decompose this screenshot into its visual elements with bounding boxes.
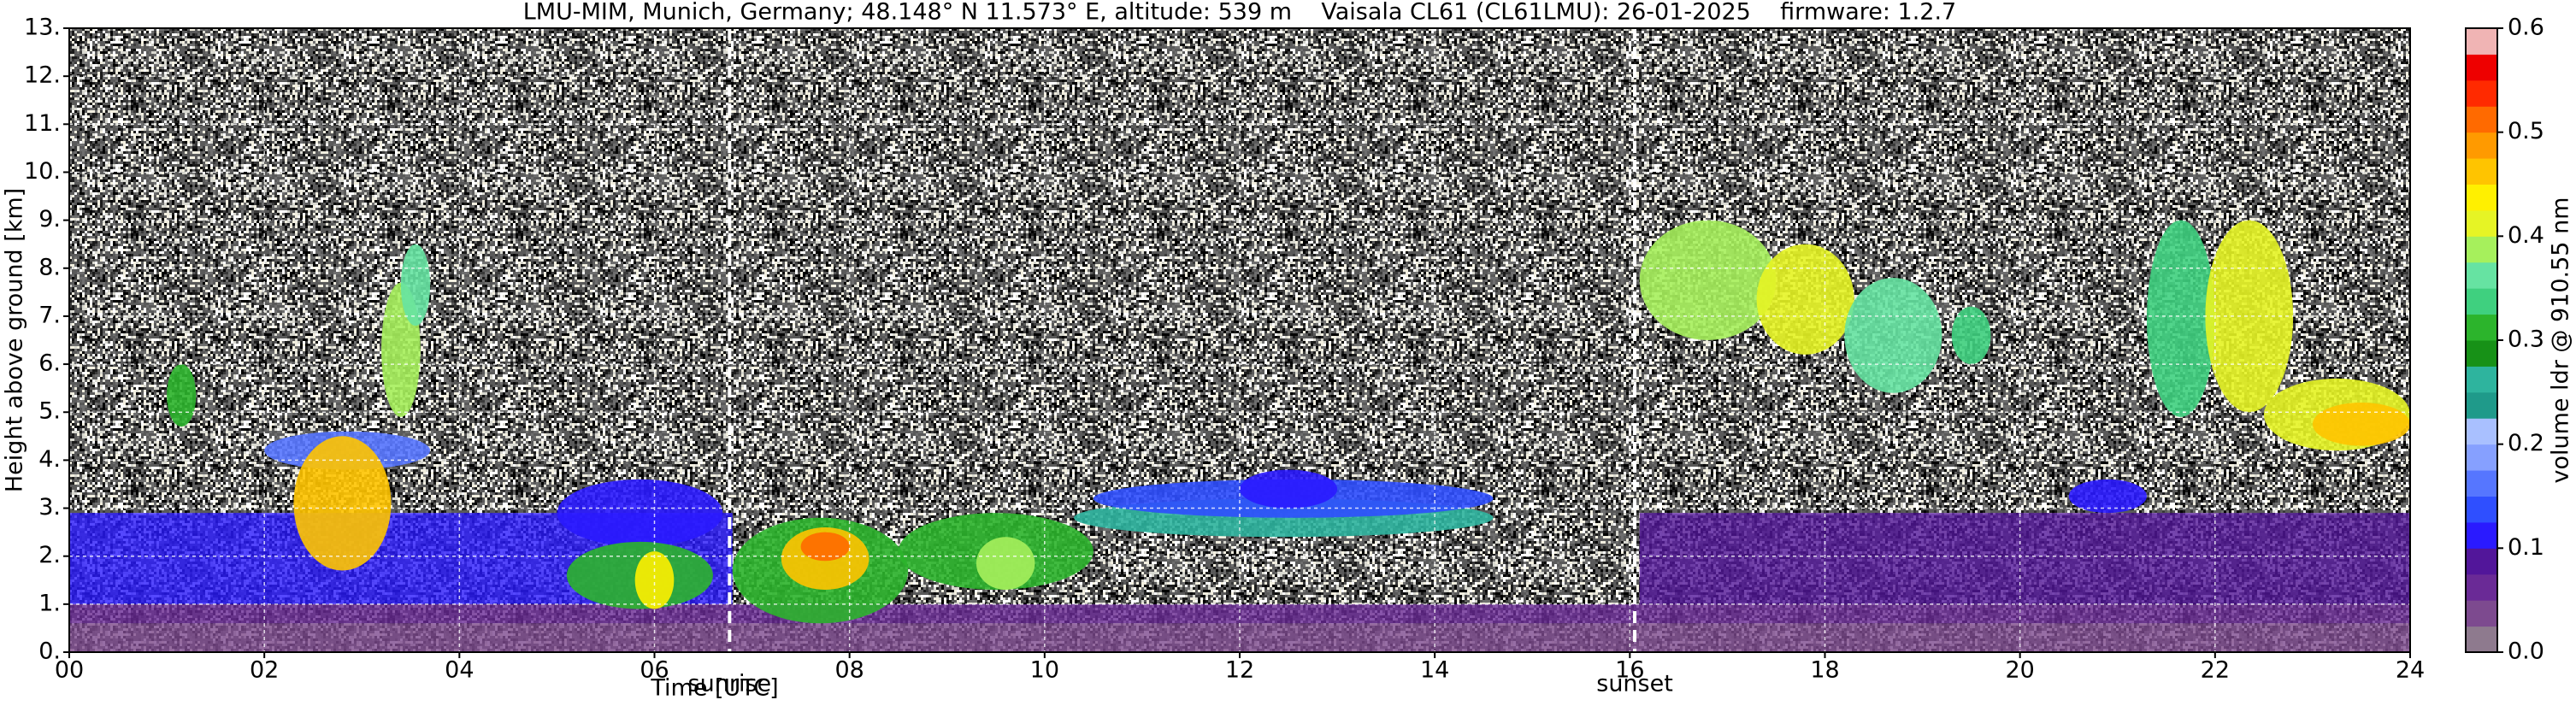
x-tick-label: 20 — [2005, 657, 2034, 684]
x-tick-label: 04 — [445, 657, 474, 684]
colorbar-bin — [2466, 28, 2497, 55]
marker-label: sunrise — [688, 671, 772, 697]
colorbar-bin — [2466, 496, 2497, 523]
x-tick-label: 14 — [1420, 657, 1449, 684]
y-tick-label: 2. — [38, 542, 61, 568]
colorbar-bin — [2466, 444, 2497, 471]
colorbar-bin — [2466, 54, 2497, 81]
colorbar-bin — [2466, 366, 2497, 393]
heatmap-region — [400, 244, 431, 327]
heatmap-region — [2146, 220, 2215, 417]
x-tick-label: 02 — [250, 657, 279, 684]
x-axis-label: Time [UTC] — [650, 675, 778, 702]
colorbar-bin — [2466, 548, 2497, 575]
colorbar-tick-label: 0.1 — [2508, 534, 2544, 561]
colorbar-bin — [2466, 288, 2497, 315]
plot-frame — [68, 27, 2411, 653]
colorbar-bin — [2466, 158, 2497, 185]
colorbar-bin — [2466, 470, 2497, 497]
x-tick-label: 06 — [640, 657, 669, 684]
colorbar-tick-label: 0.5 — [2508, 118, 2544, 144]
colorbar-bin — [2466, 574, 2497, 601]
colorbar-bin — [2466, 391, 2497, 419]
heatmap-region — [167, 364, 197, 427]
x-tick-label: 00 — [55, 657, 84, 684]
heatmap-region — [1951, 306, 1991, 365]
colorbar-tick-label: 0.3 — [2508, 327, 2544, 353]
colorbar-bin — [2466, 314, 2497, 341]
y-tick-label: 0. — [38, 638, 61, 665]
colorbar-bin — [2466, 340, 2497, 367]
colorbar-bin — [2466, 106, 2497, 133]
heatmap-region — [800, 532, 850, 562]
heatmap-region — [1639, 220, 1777, 340]
colorbar-bin — [2466, 79, 2497, 107]
y-tick-label: 10. — [24, 158, 61, 185]
heatmap-region — [293, 436, 392, 571]
heatmap-region — [2205, 220, 2294, 413]
colorbar-tick-label: 0.2 — [2508, 430, 2544, 456]
heatmap-region — [1639, 513, 2410, 604]
heatmap-region — [634, 551, 675, 609]
chart-title: LMU-MIM, Munich, Germany; 48.148° N 11.5… — [523, 0, 1957, 26]
heatmap-region — [1844, 278, 1942, 393]
heatmap-region — [2312, 403, 2410, 446]
colorbar-bin — [2466, 262, 2497, 289]
heatmap-region — [1756, 244, 1854, 355]
x-tick-label: 16 — [1615, 657, 1644, 684]
colorbar-bin — [2466, 521, 2497, 549]
y-axis-label: Height above ground [km] — [2, 188, 28, 492]
colorbar-tick-label: 0.4 — [2508, 222, 2544, 249]
x-tick-label: 08 — [834, 657, 864, 684]
heatmap-region — [557, 479, 723, 547]
x-tick-label: 12 — [1225, 657, 1254, 684]
heatmap-region — [976, 537, 1035, 590]
heatmap-region — [1240, 469, 1338, 509]
colorbar-bin — [2466, 132, 2497, 159]
y-tick-label: 13. — [24, 15, 61, 41]
y-tick-label: 8. — [38, 254, 61, 280]
y-tick-label: 1. — [38, 590, 61, 616]
y-tick-label: 3. — [38, 494, 61, 521]
colorbar-tick-label: 0.0 — [2508, 638, 2544, 665]
colorbar-label: volume ldr @ 910.55 nm — [2548, 197, 2574, 484]
colorbar-bin — [2466, 600, 2497, 627]
x-tick-label: 22 — [2201, 657, 2230, 684]
y-tick-label: 4. — [38, 446, 61, 473]
colorbar-tick-label: 0.6 — [2508, 15, 2544, 41]
marker-label: sunset — [1596, 671, 1673, 697]
colorbar-bin — [2466, 209, 2497, 237]
x-tick-label: 24 — [2396, 657, 2425, 684]
colorbar-bin — [2466, 236, 2497, 263]
colorbar-bin — [2466, 626, 2497, 653]
y-tick-label: 11. — [24, 110, 61, 137]
heatmap-region — [2068, 479, 2147, 514]
colorbar-bin — [2466, 418, 2497, 445]
x-tick-label: 10 — [1030, 657, 1059, 684]
y-tick-label: 7. — [38, 302, 61, 328]
heatmap-region — [69, 603, 2410, 624]
x-tick-label: 18 — [1810, 657, 1839, 684]
y-tick-label: 6. — [38, 350, 61, 377]
y-tick-label: 12. — [24, 62, 61, 89]
y-tick-label: 5. — [38, 398, 61, 425]
colorbar-bin — [2466, 184, 2497, 211]
y-tick-label: 9. — [38, 206, 61, 232]
